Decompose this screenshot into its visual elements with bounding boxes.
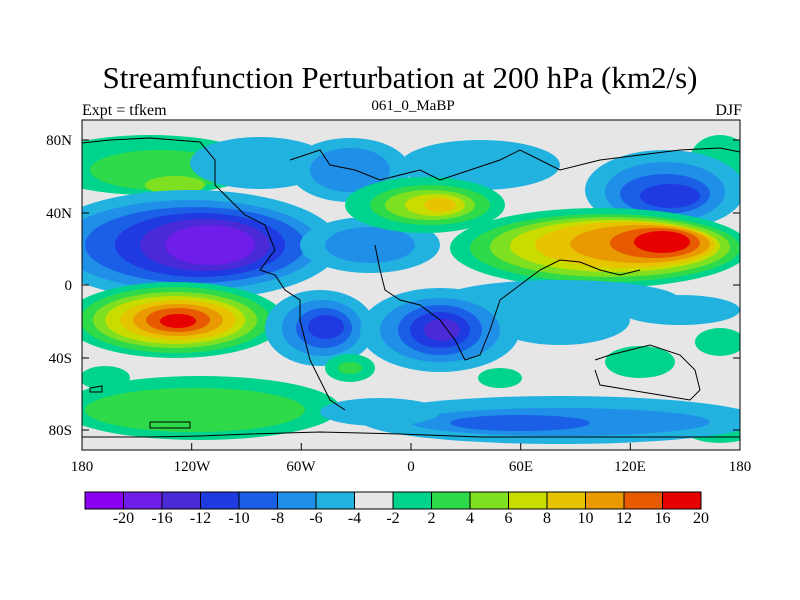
colorbar-level-label: -10 — [228, 510, 250, 527]
colorbar-level-label: -16 — [151, 510, 173, 527]
contour-feature — [490, 295, 630, 345]
contour-feature — [640, 184, 700, 208]
lon-label: 180 — [70, 459, 94, 475]
experiment-label: Expt = tfkem — [82, 102, 167, 119]
contour-feature — [605, 346, 675, 378]
colorbar-swatch — [277, 491, 317, 510]
lat-label: 40N — [46, 206, 72, 222]
colorbar-level-label: -4 — [347, 510, 362, 527]
colorbar-swatch — [315, 491, 355, 510]
colorbar-level-label: 12 — [616, 510, 632, 527]
contour-feature — [160, 314, 196, 328]
colorbar-swatch — [84, 491, 124, 510]
colorbar-level-label: 2 — [427, 510, 436, 527]
contour-feature — [620, 295, 740, 325]
coastline-island — [89, 385, 103, 393]
colorbar-level-label: -8 — [270, 510, 285, 527]
colorbar-level-label: 4 — [466, 510, 474, 527]
contour-feature — [165, 225, 255, 265]
contour-feature — [695, 328, 740, 356]
contour-feature — [634, 231, 690, 253]
lat-label: 40S — [48, 351, 72, 367]
contour-feature — [424, 319, 460, 341]
contour-feature — [338, 362, 362, 374]
colorbar-swatch — [662, 491, 702, 510]
plot-title: Streamfunction Perturbation at 200 hPa (… — [102, 60, 698, 95]
colorbar-level-label: 10 — [577, 510, 594, 527]
colorbar-level-label: 20 — [693, 510, 709, 527]
colorbar-swatch — [238, 491, 278, 510]
coastline-antarctica — [82, 431, 740, 438]
colorbar-swatch — [431, 491, 471, 510]
lon-label: 120E — [614, 459, 646, 475]
colorbar-swatch — [392, 491, 432, 510]
contour-feature — [320, 398, 440, 426]
lon-label: 0 — [407, 459, 415, 475]
colorbar-level-label: 16 — [654, 510, 671, 527]
lat-label: 80S — [48, 423, 72, 439]
contour-feature — [145, 176, 205, 194]
colorbar-swatch — [585, 491, 625, 510]
colorbar-level-label: -20 — [112, 510, 135, 527]
coastline-island — [149, 421, 191, 429]
colorbar-swatch — [123, 491, 163, 510]
colorbar-swatch — [508, 491, 548, 510]
contour-feature — [450, 415, 590, 431]
contour-feature — [85, 388, 305, 432]
contour-feature — [424, 198, 456, 212]
colorbar-level-label: -2 — [386, 510, 400, 527]
colorbar-level-label: 8 — [543, 510, 551, 527]
coastline-australia — [594, 344, 701, 401]
lat-ticks — [82, 139, 740, 431]
colorbar-swatch — [469, 491, 509, 510]
contour-feature — [325, 227, 415, 263]
colorbar-swatch — [354, 491, 394, 510]
colorbar — [84, 491, 702, 510]
coastline-eurasia-north — [289, 147, 740, 181]
colorbar-level-label: -12 — [189, 510, 212, 527]
contour-feature — [310, 148, 390, 192]
season-label: DJF — [715, 102, 742, 119]
lat-label: 0 — [64, 278, 73, 294]
colorbar-swatch — [623, 491, 663, 510]
lon-label: 120W — [173, 459, 211, 475]
colorbar-level-label: 6 — [504, 510, 513, 527]
colorbar-swatch — [546, 491, 586, 510]
lon-label: 180 — [728, 459, 752, 475]
contour-field — [82, 120, 740, 450]
contour-feature — [478, 368, 522, 388]
coastline-africa-asia — [374, 244, 641, 361]
contour-feature — [82, 366, 130, 390]
coastline-americas — [82, 137, 346, 411]
lon-label: 60E — [508, 459, 534, 475]
lat-label: 80N — [46, 133, 72, 149]
lon-ticks — [81, 443, 741, 450]
colorbar-swatch — [200, 491, 240, 510]
colorbar-level-label: -6 — [309, 510, 323, 527]
contour-feature — [308, 315, 344, 339]
case-label: 061_0_MaBP — [371, 98, 455, 114]
lon-label: 60W — [286, 459, 316, 475]
colorbar-swatch — [161, 491, 201, 510]
coastlines — [82, 137, 740, 438]
